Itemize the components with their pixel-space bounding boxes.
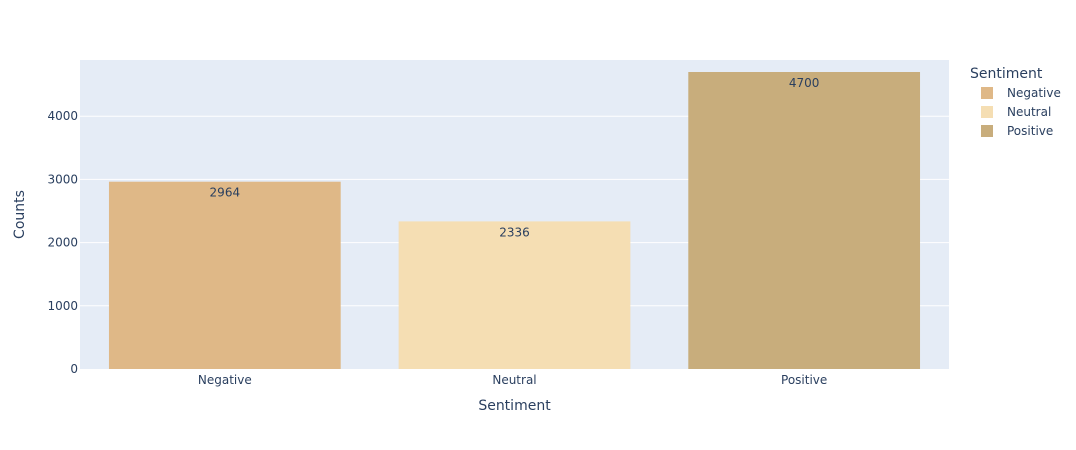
y-tick-label: 1000 [47,299,78,313]
legend-item-negative[interactable]: Negative [981,86,1061,100]
bar-value-label: 2336 [499,225,530,239]
y-tick-label: 3000 [47,172,78,186]
x-tick-label: Neutral [492,373,536,387]
x-tick-label: Negative [198,373,252,387]
y-tick-label: 0 [70,362,78,376]
legend-item-positive[interactable]: Positive [981,124,1053,138]
legend-label: Negative [1007,86,1061,100]
legend-label: Neutral [1007,105,1051,119]
x-tick-label: Positive [781,373,827,387]
legend-items[interactable]: Negative Neutral Positive [981,86,1061,138]
legend-label: Positive [1007,124,1053,138]
bar-value-label: 4700 [789,76,820,90]
bar-value-label: 2964 [210,186,241,200]
bar-neutral[interactable] [398,221,631,369]
bar-positive[interactable] [688,72,921,369]
legend-title: Sentiment [970,66,1043,82]
x-axis-ticks: Negative Neutral Positive [198,373,827,387]
bar-negative[interactable] [108,181,341,369]
x-axis-title: Sentiment [478,398,551,414]
y-axis-title: Counts [12,190,28,239]
legend-swatch [981,87,993,99]
y-tick-label: 2000 [47,236,78,250]
bar-labels: 2964 2336 4700 [210,76,820,239]
legend-item-neutral[interactable]: Neutral [981,105,1051,119]
legend-swatch [981,125,993,137]
bars [108,72,921,369]
legend[interactable]: Sentiment Negative Neutral Positive [970,66,1061,138]
y-axis-ticks: 0 1000 2000 3000 4000 [47,109,78,376]
y-tick-label: 4000 [47,109,78,123]
legend-swatch [981,106,993,118]
